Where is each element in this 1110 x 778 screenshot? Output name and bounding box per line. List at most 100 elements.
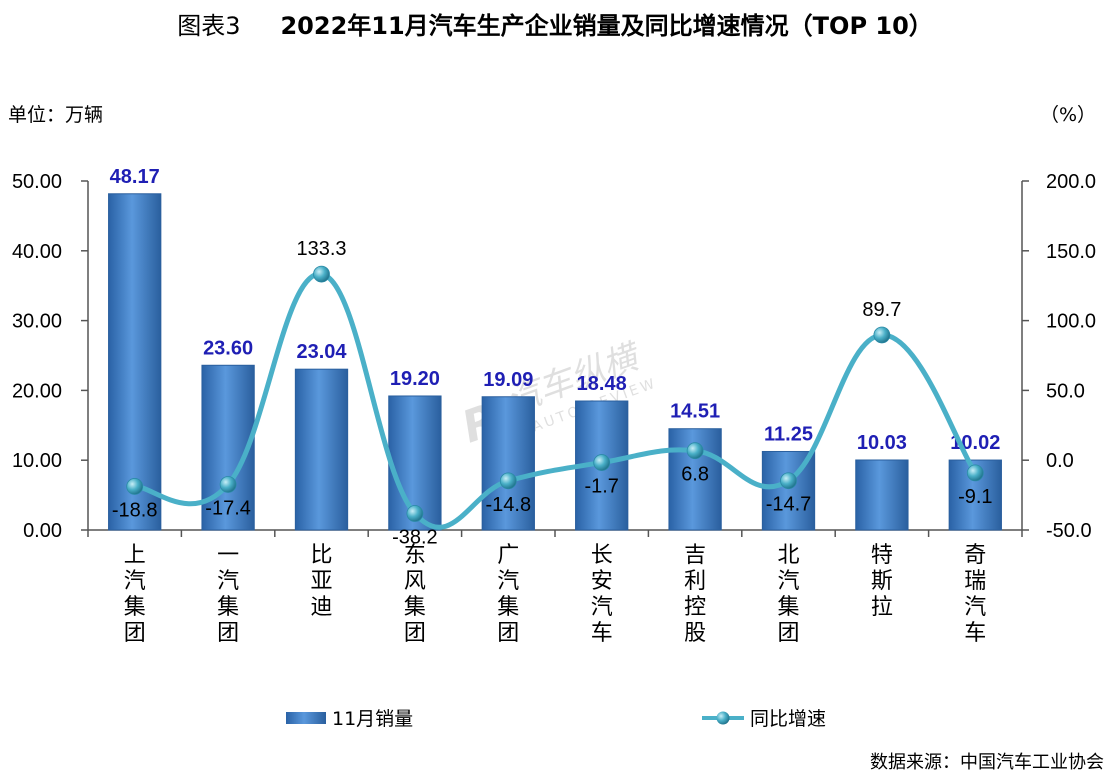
bar [481,396,535,531]
category-label-char: 集 [497,595,519,620]
category-label-char: 利 [684,569,706,594]
category-label-char: 汽 [124,569,146,594]
growth-marker [313,265,330,283]
category-label-char: 控 [684,595,706,620]
chart-title-prefix: 图表3 [177,12,241,40]
category-label-char: 风 [404,569,426,594]
growth-value-label: -14.7 [766,494,812,516]
chart-title-main: 2022年11月汽车生产企业销量及同比增速情况（TOP 10） [280,12,933,40]
category-label-char: 团 [497,621,519,646]
right-axis-tick-label: 150.0 [1046,241,1096,263]
data-source: 数据来源：中国汽车工业协会 [870,752,1104,773]
category-label-char: 奇 [964,543,986,568]
line-labels: -18.8 -17.4 133.3 -38.2 -14.8 -1.7 6.8 -14.7 89.… [112,238,993,548]
bar-value-label: 23.60 [203,337,253,359]
growth-marker [219,476,237,493]
category-label-char: 一 [217,543,239,568]
category-label-char: 东 [404,543,426,568]
left-axis-tick-label: 20.00 [12,380,62,402]
bar [855,459,909,531]
growth-value-label: -14.8 [486,494,532,516]
category-label-char: 车 [591,621,613,646]
bar-value-label: 19.20 [390,368,440,390]
growth-marker [686,442,704,460]
category-label-char: 广 [497,543,519,568]
growth-value-label: 89.7 [862,299,901,321]
left-axis-tick-label: 0.00 [23,520,62,542]
category-label-char: 汽 [217,569,239,594]
category-label-char: 集 [777,595,799,620]
category-label-char: 汽 [591,595,613,620]
category-label-char: 亚 [310,569,332,594]
right-axis-tick-label: 0.0 [1046,450,1074,472]
legend-bar-item: 11月销量 [286,704,413,731]
category-label-char: 团 [217,621,239,646]
category-label-char: 集 [404,595,426,620]
growth-marker [873,326,891,344]
category-label-char: 斯 [871,569,893,594]
bar-value-label: 48.17 [110,166,160,188]
category-label-char: 北 [777,543,799,568]
growth-value-label: -17.4 [205,497,251,519]
category-label-char: 集 [217,595,239,620]
growth-value-label: -1.7 [584,476,618,498]
growth-value-label: 133.3 [296,238,346,260]
category-label-char: 集 [124,595,146,620]
bar-value-label: 10.03 [857,432,907,454]
left-axis-tick-label: 30.00 [12,311,62,333]
legend-line-swatch [702,711,744,724]
category-label-char: 团 [124,621,146,646]
category-label-char: 瑞 [964,569,986,594]
growth-value-label: 6.8 [681,464,709,486]
bar [108,193,162,531]
right-axis-tick-label: 100.0 [1046,311,1096,333]
legend-bar-label: 11月销量 [332,708,414,730]
bar-value-label: 18.48 [577,373,627,395]
bar-value-label: 14.51 [670,401,720,423]
category-label-char: 汽 [964,595,986,620]
growth-marker [126,478,144,495]
legend-bar-swatch [286,711,326,724]
legend-line-item: 同比增速 [700,704,826,731]
right-axis-tick-label: 50.0 [1046,380,1085,402]
bar-labels: 48.17 23.60 23.04 19.20 19.09 18.48 14.51 11.25… [110,166,1001,454]
category-label-char: 股 [684,621,706,646]
growth-line [132,271,978,530]
growth-marker [966,464,984,482]
left-axis-tick-label: 50.00 [12,171,62,193]
legend-line-label: 同比增速 [750,708,827,730]
left-axis-tick-label: 10.00 [12,450,62,472]
growth-marker [593,454,611,471]
category-label-char: 特 [871,543,893,568]
bar [294,368,349,531]
growth-marker [499,472,517,490]
category-label-char: 迪 [310,595,332,620]
category-label-char: 汽 [777,569,799,594]
category-label-char: 长 [591,543,613,568]
bar-series [108,193,1002,531]
line-series [126,265,984,530]
growth-value-label: -18.8 [112,499,158,521]
right-axis-tick-label: -50.0 [1046,520,1092,542]
category-label-char: 汽 [497,569,519,594]
growth-marker [780,472,797,490]
bar-value-label: 23.04 [296,341,347,363]
category-label-char: 比 [310,543,332,568]
category-label-char: 团 [404,621,426,646]
category-label-char: 团 [777,621,799,646]
category-label-char: 车 [964,621,986,646]
right-axis-unit: （%） [1039,104,1096,126]
category-label-char: 拉 [871,595,893,620]
category-label-char: 吉 [684,543,706,568]
bar-value-label: 19.09 [483,369,533,391]
growth-marker [406,505,424,522]
category-label-char: 安 [591,569,613,594]
growth-value-label: -9.1 [958,486,992,508]
category-label-char: 上 [124,543,146,568]
left-axis-tick-label: 40.00 [12,241,62,263]
right-axis-tick-label: 200.0 [1046,171,1096,193]
axes: 0.00 10.00 20.00 30.00 40.00 50.00 -50.0 0.0 50.… [12,171,1096,542]
bar-value-label: 11.25 [764,423,813,445]
